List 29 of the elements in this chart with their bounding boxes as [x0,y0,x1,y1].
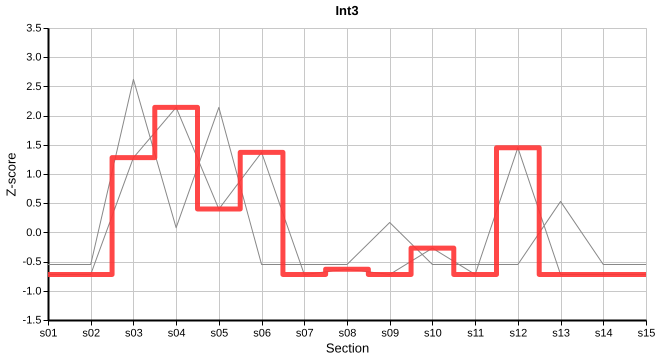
chart-title: Int3 [335,3,359,18]
x-tick-label: s12 [509,328,528,340]
x-axis-title: Section [326,340,370,356]
x-tick-label: s04 [168,328,186,340]
x-tick-label: s14 [594,328,613,340]
x-tick-label: s09 [381,328,400,340]
y-tick-label: 3.0 [26,52,42,64]
y-tick-label: 3.5 [26,22,42,34]
y-axis-title: Z-score [4,152,19,197]
y-tick-label: 1.0 [26,168,42,180]
y-tick-label: 2.5 [26,80,42,93]
x-tick-label: s03 [125,328,143,340]
x-tick-label: s10 [424,328,442,340]
y-tick-label: 2.0 [26,110,42,122]
y-tick-label: 1.5 [26,139,42,152]
x-tick-label: s15 [638,328,656,340]
x-tick-label: s08 [338,328,356,340]
x-tick-label: s07 [296,328,314,340]
y-tick-label: -1.5 [22,314,42,326]
x-tick-label: s02 [82,328,100,340]
x-tick-label: s06 [253,328,271,340]
y-tick-label: 0.5 [26,198,42,210]
y-tick-label: 0.0 [26,226,42,239]
x-tick-label: s05 [210,328,228,340]
x-tick-label: s11 [467,328,484,340]
y-tick-label: -1.0 [22,285,42,298]
x-tick-label: s13 [552,328,570,340]
y-tick-label: -0.5 [22,256,42,268]
x-tick-label: s01 [40,328,58,340]
